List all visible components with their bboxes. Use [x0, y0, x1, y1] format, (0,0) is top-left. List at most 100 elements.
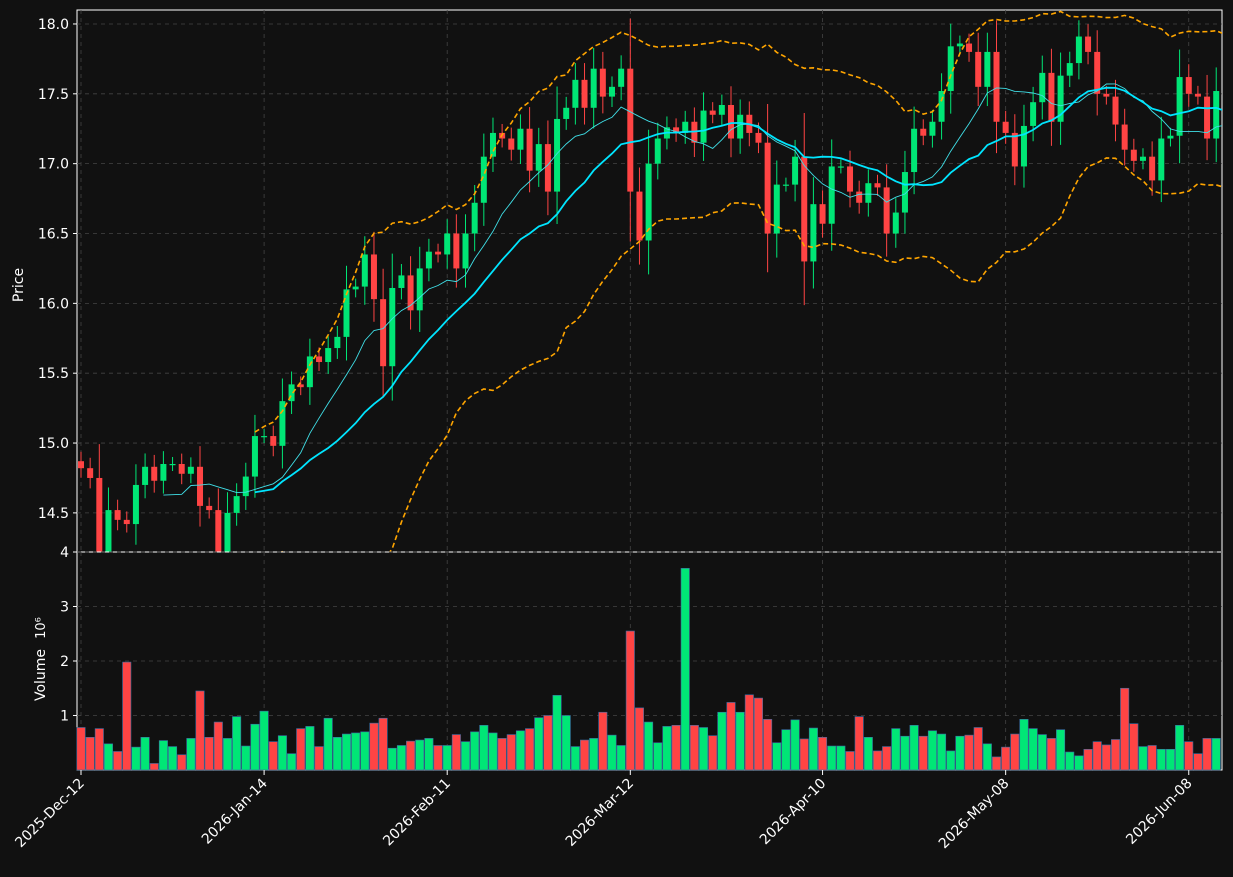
volume-bar: [534, 717, 544, 771]
volume-bar: [863, 736, 873, 771]
candle-body: [810, 204, 817, 262]
candle-body: [444, 233, 451, 255]
candle-body: [865, 183, 872, 203]
candle-body: [1185, 77, 1192, 94]
candle-body: [517, 128, 524, 150]
volume-bar: [140, 736, 150, 771]
volume-bar: [781, 729, 791, 771]
volume-bar: [406, 740, 416, 771]
candle-body: [1204, 96, 1211, 139]
moving-average-fast-line: [163, 83, 1222, 496]
candle-body: [380, 299, 387, 367]
candle-body: [645, 163, 652, 241]
volume-bar: [488, 732, 498, 771]
candle-body: [1048, 72, 1055, 122]
candle-body: [819, 204, 826, 224]
volume-bar: [1211, 738, 1221, 771]
volume-bar: [525, 728, 535, 771]
volume-bar: [772, 742, 782, 771]
volume-bar: [845, 751, 855, 771]
candle-body: [792, 156, 799, 185]
candle-body: [1057, 75, 1064, 122]
volume-bar: [1129, 723, 1139, 771]
volume-bar: [341, 733, 351, 771]
volume-bar: [634, 707, 644, 771]
candle-body: [270, 436, 277, 446]
candle-body: [187, 466, 194, 474]
candle-body: [1020, 125, 1027, 167]
volume-bar: [909, 725, 919, 771]
volume-bar: [680, 568, 690, 771]
candle-body: [160, 463, 167, 481]
volume-bar: [470, 731, 480, 771]
candle-body: [673, 127, 680, 133]
candle-body: [572, 79, 579, 108]
x-tick-label: 2026-Feb-11: [380, 776, 454, 850]
volume-bar: [451, 734, 461, 771]
volume-bar: [708, 735, 718, 771]
volume-tick-label: 3: [60, 600, 69, 616]
candle-body: [114, 510, 121, 520]
candle-body: [654, 138, 661, 164]
price-tick-label: 16.0: [38, 296, 69, 312]
volume-bar: [964, 734, 974, 771]
volume-bar: [644, 721, 654, 771]
volume-bar: [94, 728, 104, 771]
volume-bar: [1001, 746, 1011, 771]
volume-bar: [900, 735, 910, 771]
candle-body: [224, 512, 231, 552]
candle-body: [599, 68, 606, 97]
volume-tick-label: 1: [60, 709, 69, 725]
volume-bar: [854, 716, 864, 771]
candle-body: [847, 166, 854, 192]
candle-body: [966, 43, 973, 52]
candle-body: [1103, 93, 1110, 97]
volume-bar: [1101, 744, 1111, 771]
volume-bar: [415, 739, 425, 771]
x-tick-label: 2026-May-08: [936, 776, 1013, 853]
volume-bar: [387, 747, 397, 771]
candle-body: [728, 104, 735, 139]
candle-body: [288, 384, 295, 402]
volume-bar: [378, 717, 388, 771]
candle-body: [361, 254, 368, 287]
volume-bar: [589, 738, 599, 771]
candle-body: [1194, 93, 1201, 97]
candle-body: [782, 184, 789, 186]
volume-bar: [479, 725, 489, 771]
volume-bar: [76, 727, 86, 771]
volume-bar: [195, 690, 205, 771]
volume-bar: [717, 711, 727, 771]
volume-bar: [360, 731, 370, 771]
volume-bar: [607, 734, 617, 771]
candle-body: [984, 51, 991, 87]
volume-bar: [241, 745, 251, 771]
candle-body: [682, 121, 689, 133]
candle-body: [1112, 96, 1119, 125]
volume-bar: [1120, 687, 1130, 771]
candle-body: [773, 184, 780, 234]
volume-bar: [808, 727, 818, 771]
volume-bar: [433, 745, 443, 771]
volume-bar: [827, 745, 837, 771]
volume-bar: [955, 735, 965, 771]
volume-bar: [625, 630, 635, 771]
candle-body: [618, 68, 625, 87]
candle-body: [975, 51, 982, 87]
volume-bar: [818, 736, 828, 771]
volume-bar: [891, 728, 901, 771]
candle-body: [233, 496, 240, 513]
candle-body: [947, 46, 954, 92]
volume-bar: [506, 734, 516, 771]
volume-bar: [314, 746, 324, 771]
volume-bar: [616, 745, 626, 771]
volume-bar: [296, 728, 306, 771]
candle-body: [938, 91, 945, 122]
candle-body: [837, 166, 844, 168]
candle-body: [242, 476, 249, 497]
volume-bar: [1037, 734, 1047, 771]
volume-bar: [662, 726, 672, 771]
volume-bar: [213, 721, 223, 771]
candle-body: [105, 510, 112, 552]
volume-bar: [113, 751, 123, 771]
